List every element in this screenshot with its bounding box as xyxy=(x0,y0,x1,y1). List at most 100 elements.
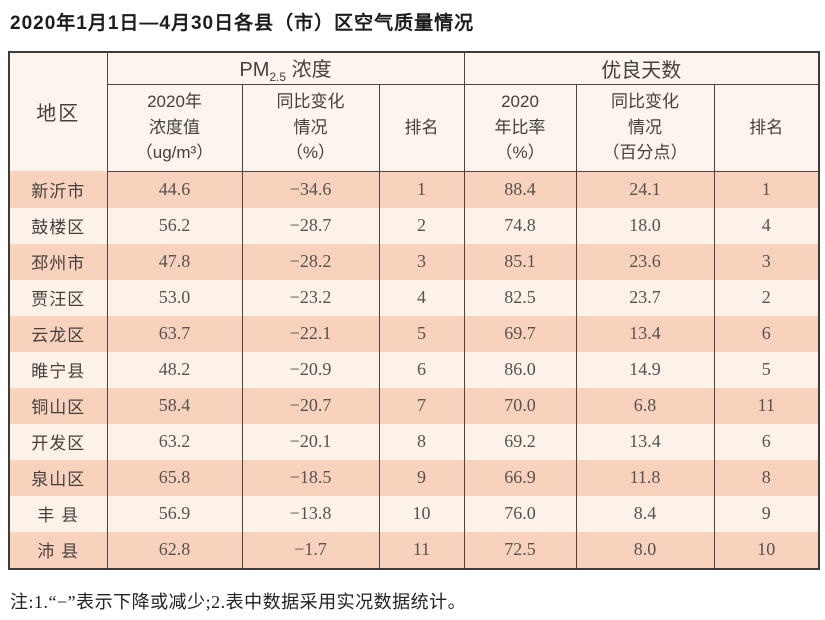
cell-good-ratio: 70.0 xyxy=(463,387,577,424)
cell-good-change: 24.1 xyxy=(575,171,715,208)
cell-good-ratio: 72.5 xyxy=(463,531,577,569)
cell-pm-change: −28.7 xyxy=(241,207,380,244)
cell-good-change: 23.6 xyxy=(575,243,715,280)
column-header-good-change: 同比变化 情况 （百分点） xyxy=(575,84,715,172)
table-row: 泉山区 65.8 −18.5 9 66.9 11.8 8 xyxy=(8,459,820,496)
cell-good-change: 13.4 xyxy=(575,315,715,352)
table-footnote: 注:1.“−”表示下降或减少;2.表中数据采用实况数据统计。 xyxy=(10,591,467,612)
cell-pm-value: 65.8 xyxy=(106,459,243,496)
table-header: 地区 PM2.5 浓度 优良天数 2020年 浓度值 （ug/m³） 同比变化 … xyxy=(8,51,820,172)
cell-pm-value: 48.2 xyxy=(106,351,243,388)
cell-good-change: 18.0 xyxy=(575,207,715,244)
table-row: 新沂市 44.6 −34.6 1 88.4 24.1 1 xyxy=(8,171,820,208)
cell-good-change: 23.7 xyxy=(575,279,715,316)
cell-pm-value: 56.9 xyxy=(106,495,243,532)
cell-pm-rank: 9 xyxy=(378,459,465,496)
cell-pm-value: 63.2 xyxy=(106,423,243,460)
cell-pm-change: −20.7 xyxy=(241,387,380,424)
cell-region: 铜山区 xyxy=(8,387,108,424)
cell-good-ratio: 88.4 xyxy=(463,171,577,208)
cell-region: 睢宁县 xyxy=(8,351,108,388)
cell-good-ratio: 74.8 xyxy=(463,207,577,244)
cell-pm-value: 62.8 xyxy=(106,531,243,569)
cell-pm-value: 44.6 xyxy=(106,171,243,208)
column-group-good-days: 优良天数 xyxy=(463,51,820,85)
cell-good-change: 11.8 xyxy=(575,459,715,496)
pm25-label-subscript: 2.5 xyxy=(269,69,287,84)
cell-pm-change: −20.1 xyxy=(241,423,380,460)
cell-region: 邳州市 xyxy=(8,243,108,280)
cell-pm-change: −23.2 xyxy=(241,279,380,316)
table-row: 鼓楼区 56.2 −28.7 2 74.8 18.0 4 xyxy=(8,207,820,244)
cell-pm-value: 63.7 xyxy=(106,315,243,352)
cell-good-ratio: 82.5 xyxy=(463,279,577,316)
cell-pm-rank: 7 xyxy=(378,387,465,424)
cell-good-change: 14.9 xyxy=(575,351,715,388)
table-row: 丰 县 56.9 −13.8 10 76.0 8.4 9 xyxy=(8,495,820,532)
column-header-good-ratio: 2020 年比率 （%） xyxy=(463,84,577,172)
cell-good-rank: 8 xyxy=(713,459,820,496)
cell-pm-rank: 6 xyxy=(378,351,465,388)
cell-pm-value: 47.8 xyxy=(106,243,243,280)
table-row: 开发区 63.2 −20.1 8 69.2 13.4 6 xyxy=(8,423,820,460)
table-row: 沛 县 62.8 −1.7 11 72.5 8.0 10 xyxy=(8,531,820,569)
cell-good-change: 8.0 xyxy=(575,531,715,569)
cell-pm-change: −13.8 xyxy=(241,495,380,532)
cell-pm-rank: 11 xyxy=(378,531,465,569)
cell-good-ratio: 85.1 xyxy=(463,243,577,280)
cell-good-rank: 10 xyxy=(713,531,820,569)
cell-good-rank: 6 xyxy=(713,315,820,352)
cell-region: 丰 县 xyxy=(8,495,108,532)
cell-good-ratio: 76.0 xyxy=(463,495,577,532)
cell-good-rank: 6 xyxy=(713,423,820,460)
page-title: 2020年1月1日—4月30日各县（市）区空气质量情况 xyxy=(10,13,475,34)
cell-region: 鼓楼区 xyxy=(8,207,108,244)
pm25-label-prefix: PM xyxy=(239,58,270,81)
cell-good-rank: 4 xyxy=(713,207,820,244)
cell-good-rank: 9 xyxy=(713,495,820,532)
cell-good-rank: 1 xyxy=(713,171,820,208)
cell-pm-value: 56.2 xyxy=(106,207,243,244)
cell-good-ratio: 66.9 xyxy=(463,459,577,496)
cell-region: 泉山区 xyxy=(8,459,108,496)
cell-pm-rank: 8 xyxy=(378,423,465,460)
cell-pm-value: 58.4 xyxy=(106,387,243,424)
cell-region: 开发区 xyxy=(8,423,108,460)
cell-pm-rank: 10 xyxy=(378,495,465,532)
air-quality-table: 地区 PM2.5 浓度 优良天数 2020年 浓度值 （ug/m³） 同比变化 … xyxy=(8,50,821,570)
column-header-pm-rank: 排名 xyxy=(378,84,465,172)
cell-pm-change: −34.6 xyxy=(241,171,380,208)
cell-pm-value: 53.0 xyxy=(106,279,243,316)
cell-pm-rank: 5 xyxy=(378,315,465,352)
cell-good-change: 13.4 xyxy=(575,423,715,460)
table-body: 新沂市 44.6 −34.6 1 88.4 24.1 1 鼓楼区 56.2 −2… xyxy=(8,171,820,569)
cell-pm-change: −28.2 xyxy=(241,243,380,280)
cell-pm-rank: 3 xyxy=(378,243,465,280)
header-group-row: 地区 PM2.5 浓度 优良天数 xyxy=(8,51,820,172)
column-header-good-rank: 排名 xyxy=(713,84,820,172)
column-header-pm-value: 2020年 浓度值 （ug/m³） xyxy=(106,84,243,172)
cell-region: 贾汪区 xyxy=(8,279,108,316)
cell-good-ratio: 69.2 xyxy=(463,423,577,460)
table-row: 邳州市 47.8 −28.2 3 85.1 23.6 3 xyxy=(8,243,820,280)
cell-good-ratio: 86.0 xyxy=(463,351,577,388)
cell-region: 沛 县 xyxy=(8,531,108,569)
table-row: 睢宁县 48.2 −20.9 6 86.0 14.9 5 xyxy=(8,351,820,388)
cell-region: 新沂市 xyxy=(8,171,108,208)
pm25-label-suffix: 浓度 xyxy=(286,58,332,81)
cell-pm-rank: 1 xyxy=(378,171,465,208)
column-header-pm-change: 同比变化 情况 （%） xyxy=(241,84,380,172)
cell-region: 云龙区 xyxy=(8,315,108,352)
cell-pm-change: −20.9 xyxy=(241,351,380,388)
cell-good-rank: 11 xyxy=(713,387,820,424)
cell-pm-change: −1.7 xyxy=(241,531,380,569)
cell-good-ratio: 69.7 xyxy=(463,315,577,352)
table-row: 铜山区 58.4 −20.7 7 70.0 6.8 11 xyxy=(8,387,820,424)
table-row: 云龙区 63.7 −22.1 5 69.7 13.4 6 xyxy=(8,315,820,352)
cell-good-rank: 3 xyxy=(713,243,820,280)
cell-good-rank: 2 xyxy=(713,279,820,316)
cell-pm-change: −22.1 xyxy=(241,315,380,352)
table-row: 贾汪区 53.0 −23.2 4 82.5 23.7 2 xyxy=(8,279,820,316)
header-sub-row: 2020年 浓度值 （ug/m³） 同比变化 情况 （%） 排名 2020 年比… xyxy=(9,84,820,172)
